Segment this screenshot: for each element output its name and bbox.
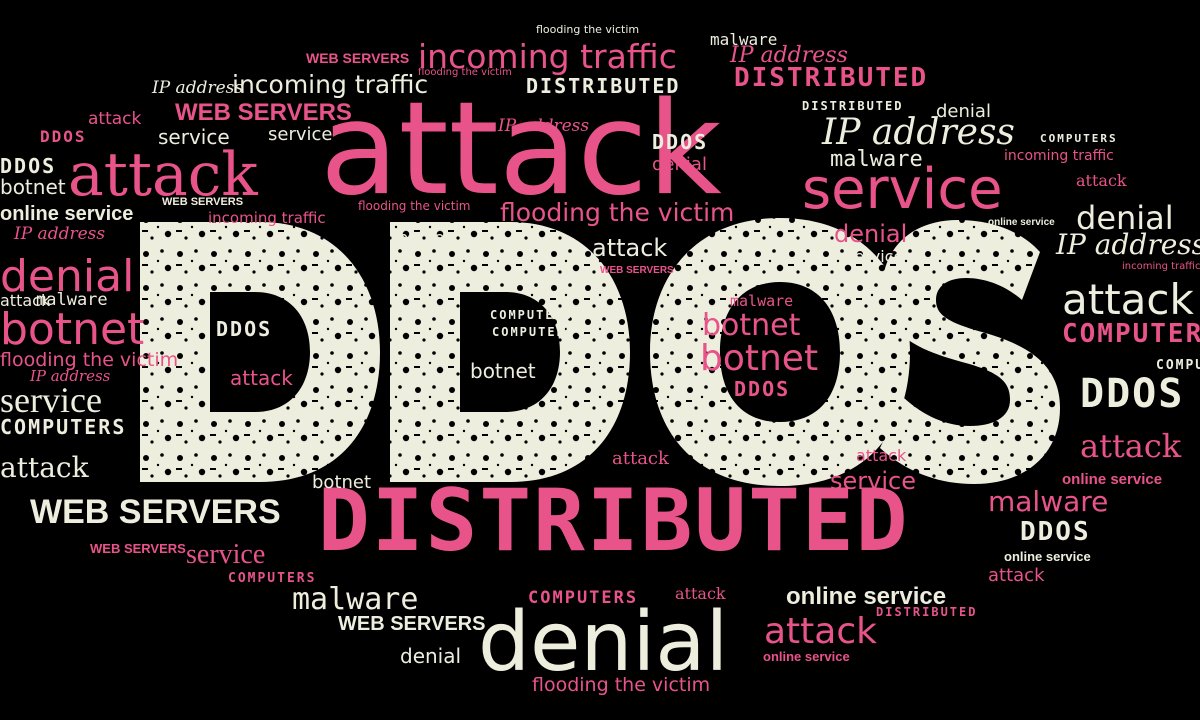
cloud-word: COMPUTERS <box>0 415 127 439</box>
cloud-word: malware <box>710 30 778 50</box>
cloud-word: online service <box>988 217 1055 228</box>
cloud-word: botnet <box>700 338 819 380</box>
cloud-word: COMPUTERS <box>528 588 639 609</box>
cloud-word: attack <box>592 233 668 262</box>
cloud-word: DISTRIBUTED <box>734 63 929 94</box>
cloud-word: attack <box>988 564 1045 586</box>
cloud-word: service <box>0 380 102 421</box>
cloud-word: DDOS <box>1020 517 1091 548</box>
cloud-word: incoming traffic <box>232 70 429 99</box>
cloud-word: flooding the victim <box>532 673 711 696</box>
cloud-word: online service <box>0 203 134 225</box>
cloud-word: WEB SERVERS <box>30 492 281 531</box>
cloud-word: botnet <box>0 175 66 199</box>
cloud-word: online service <box>786 582 947 610</box>
cloud-word: attack <box>320 74 722 224</box>
cloud-word: IP address <box>1056 227 1200 261</box>
cloud-word: attack <box>1080 427 1182 466</box>
cloud-word: DISTRIBUTED <box>876 605 978 620</box>
cloud-word: malware <box>36 290 108 311</box>
cloud-word: attack <box>230 366 293 390</box>
cloud-word: attack <box>1076 171 1127 191</box>
cloud-word: attack <box>0 450 89 484</box>
cloud-word: DDOS <box>0 154 57 178</box>
cloud-word: DDOS <box>734 377 791 401</box>
cloud-word: service <box>846 247 904 267</box>
cloud-word: COMPUTERS <box>1062 319 1200 350</box>
cloud-word: service <box>830 466 916 495</box>
cloud-word: malware <box>292 582 419 617</box>
cloud-word: attack <box>88 109 142 130</box>
cloud-word: DDOS <box>1080 371 1185 417</box>
cloud-word: flooding the victim <box>536 23 640 37</box>
cloud-word: incoming traffic <box>1122 261 1200 272</box>
cloud-word: IP address <box>822 112 1015 154</box>
cloud-word: flooding the victim <box>358 199 471 214</box>
cloud-word: DISTRIBUTED <box>526 74 681 98</box>
cloud-word: IP address <box>498 116 590 137</box>
cloud-word: malware <box>988 484 1109 518</box>
cloud-word: service <box>186 538 266 570</box>
cloud-word: denial <box>1076 199 1174 238</box>
cloud-word: DISTRIBUTED <box>318 471 910 572</box>
cloud-word: IP address <box>14 224 106 245</box>
cloud-word: IP address <box>730 43 848 69</box>
cloud-word: service <box>158 125 230 149</box>
cloud-word: attack <box>856 446 907 466</box>
cloud-word: denial <box>652 153 707 175</box>
cloud-word: attack <box>764 611 877 653</box>
cloud-word: attack <box>68 140 258 210</box>
cloud-word: flooding the victim <box>0 348 179 371</box>
cloud-word: attack <box>675 584 726 604</box>
cloud-word: denial <box>936 100 991 122</box>
cloud-word: malware <box>830 147 923 173</box>
cloud-word: DDOS <box>216 317 273 341</box>
cloud-word: botnet <box>398 228 451 248</box>
cloud-word: COMPUTERS <box>1040 132 1118 146</box>
cloud-word: DDOS <box>40 127 87 147</box>
cloud-word: IP address <box>152 78 244 99</box>
cloud-word: online service <box>763 648 850 664</box>
cloud-word: WEB SERVERS <box>90 540 186 556</box>
cloud-word: WEB SERVERS <box>600 265 674 276</box>
cloud-word: botnet <box>0 303 145 355</box>
cloud-word: flooding the victim <box>500 198 735 227</box>
cloud-word: denial <box>834 219 908 248</box>
cloud-word: botnet <box>312 471 372 493</box>
cloud-word: denial <box>0 250 135 302</box>
cloud-word: denial <box>478 595 729 691</box>
cloud-word: DISTRIBUTED <box>802 99 904 114</box>
cloud-word: WEB SERVERS <box>175 98 352 126</box>
cloud-word: incoming traffic <box>1004 147 1114 164</box>
cloud-word: COMPUTERS <box>1156 357 1200 373</box>
cloud-word: WEB SERVERS <box>338 613 486 635</box>
cloud-word: COMPUTERS <box>492 325 576 340</box>
cloud-word: COMPUTERS <box>490 308 574 323</box>
cloud-word: botnet <box>702 308 801 343</box>
cloud-word: botnet <box>470 359 536 383</box>
ddos-centerpiece <box>140 218 1060 486</box>
cloud-word: incoming traffic <box>208 209 326 227</box>
cloud-word: service <box>268 123 333 145</box>
cloud-word: flooding the victim <box>418 67 512 78</box>
ddos-letters <box>140 218 1060 486</box>
cloud-word: incoming traffic <box>418 36 677 76</box>
cloud-word: WEB SERVERS <box>162 196 244 209</box>
cloud-word: IP address <box>30 367 111 385</box>
cloud-word: online service <box>1004 548 1091 564</box>
cloud-word: malware <box>730 292 794 310</box>
cloud-word: denial <box>400 644 462 668</box>
cloud-word: attack <box>612 447 669 469</box>
cloud-word: attack <box>1062 275 1194 325</box>
cloud-word: WEB SERVERS <box>306 49 410 66</box>
cloud-word: COMPUTERS <box>228 570 317 586</box>
cloud-word: service <box>802 157 1003 223</box>
cloud-word: attack <box>0 291 51 311</box>
cloud-word: DDOS <box>652 130 709 154</box>
cloud-word: online service <box>1062 471 1163 488</box>
